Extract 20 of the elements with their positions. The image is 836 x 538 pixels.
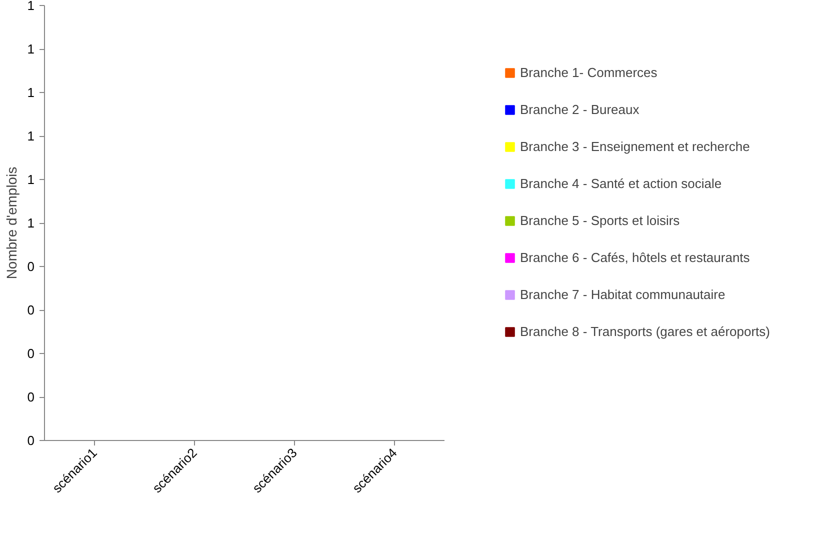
legend-label: Branche 1- Commerces [520,65,658,80]
y-tick-label: 1 [27,85,35,100]
y-tick-label: 0 [27,390,35,404]
y-tick-label: 0 [27,259,35,274]
legend-label: Branche 3 - Enseignement et recherche [520,139,750,154]
legend-label: Branche 7 - Habitat communautaire [520,287,726,302]
y-tick-label: 0 [27,346,35,361]
y-tick-label: 1 [27,128,35,144]
y-tick-label: 1 [27,42,35,56]
y-tick-label: 1 [27,216,35,230]
y-tick-label: 1 [27,172,35,187]
legend-label: Branche 2 - Bureaux [520,102,640,117]
y-tick-label: 0 [27,433,35,448]
y-tick-label: 1 [27,0,35,13]
legend-label: Branche 8 - Transports (gares et aéroports) [520,324,770,339]
y-tick-label: 0 [27,302,35,318]
legend-label: Branche 4 - Santé et action sociale [520,176,722,191]
legend-label: Branche 5 - Sports et loisirs [520,213,680,228]
legend-label: Branche 6 - Cafés, hôtels et restaurants [520,250,750,265]
y-axis-title: Nombre d'emplois [3,166,20,280]
